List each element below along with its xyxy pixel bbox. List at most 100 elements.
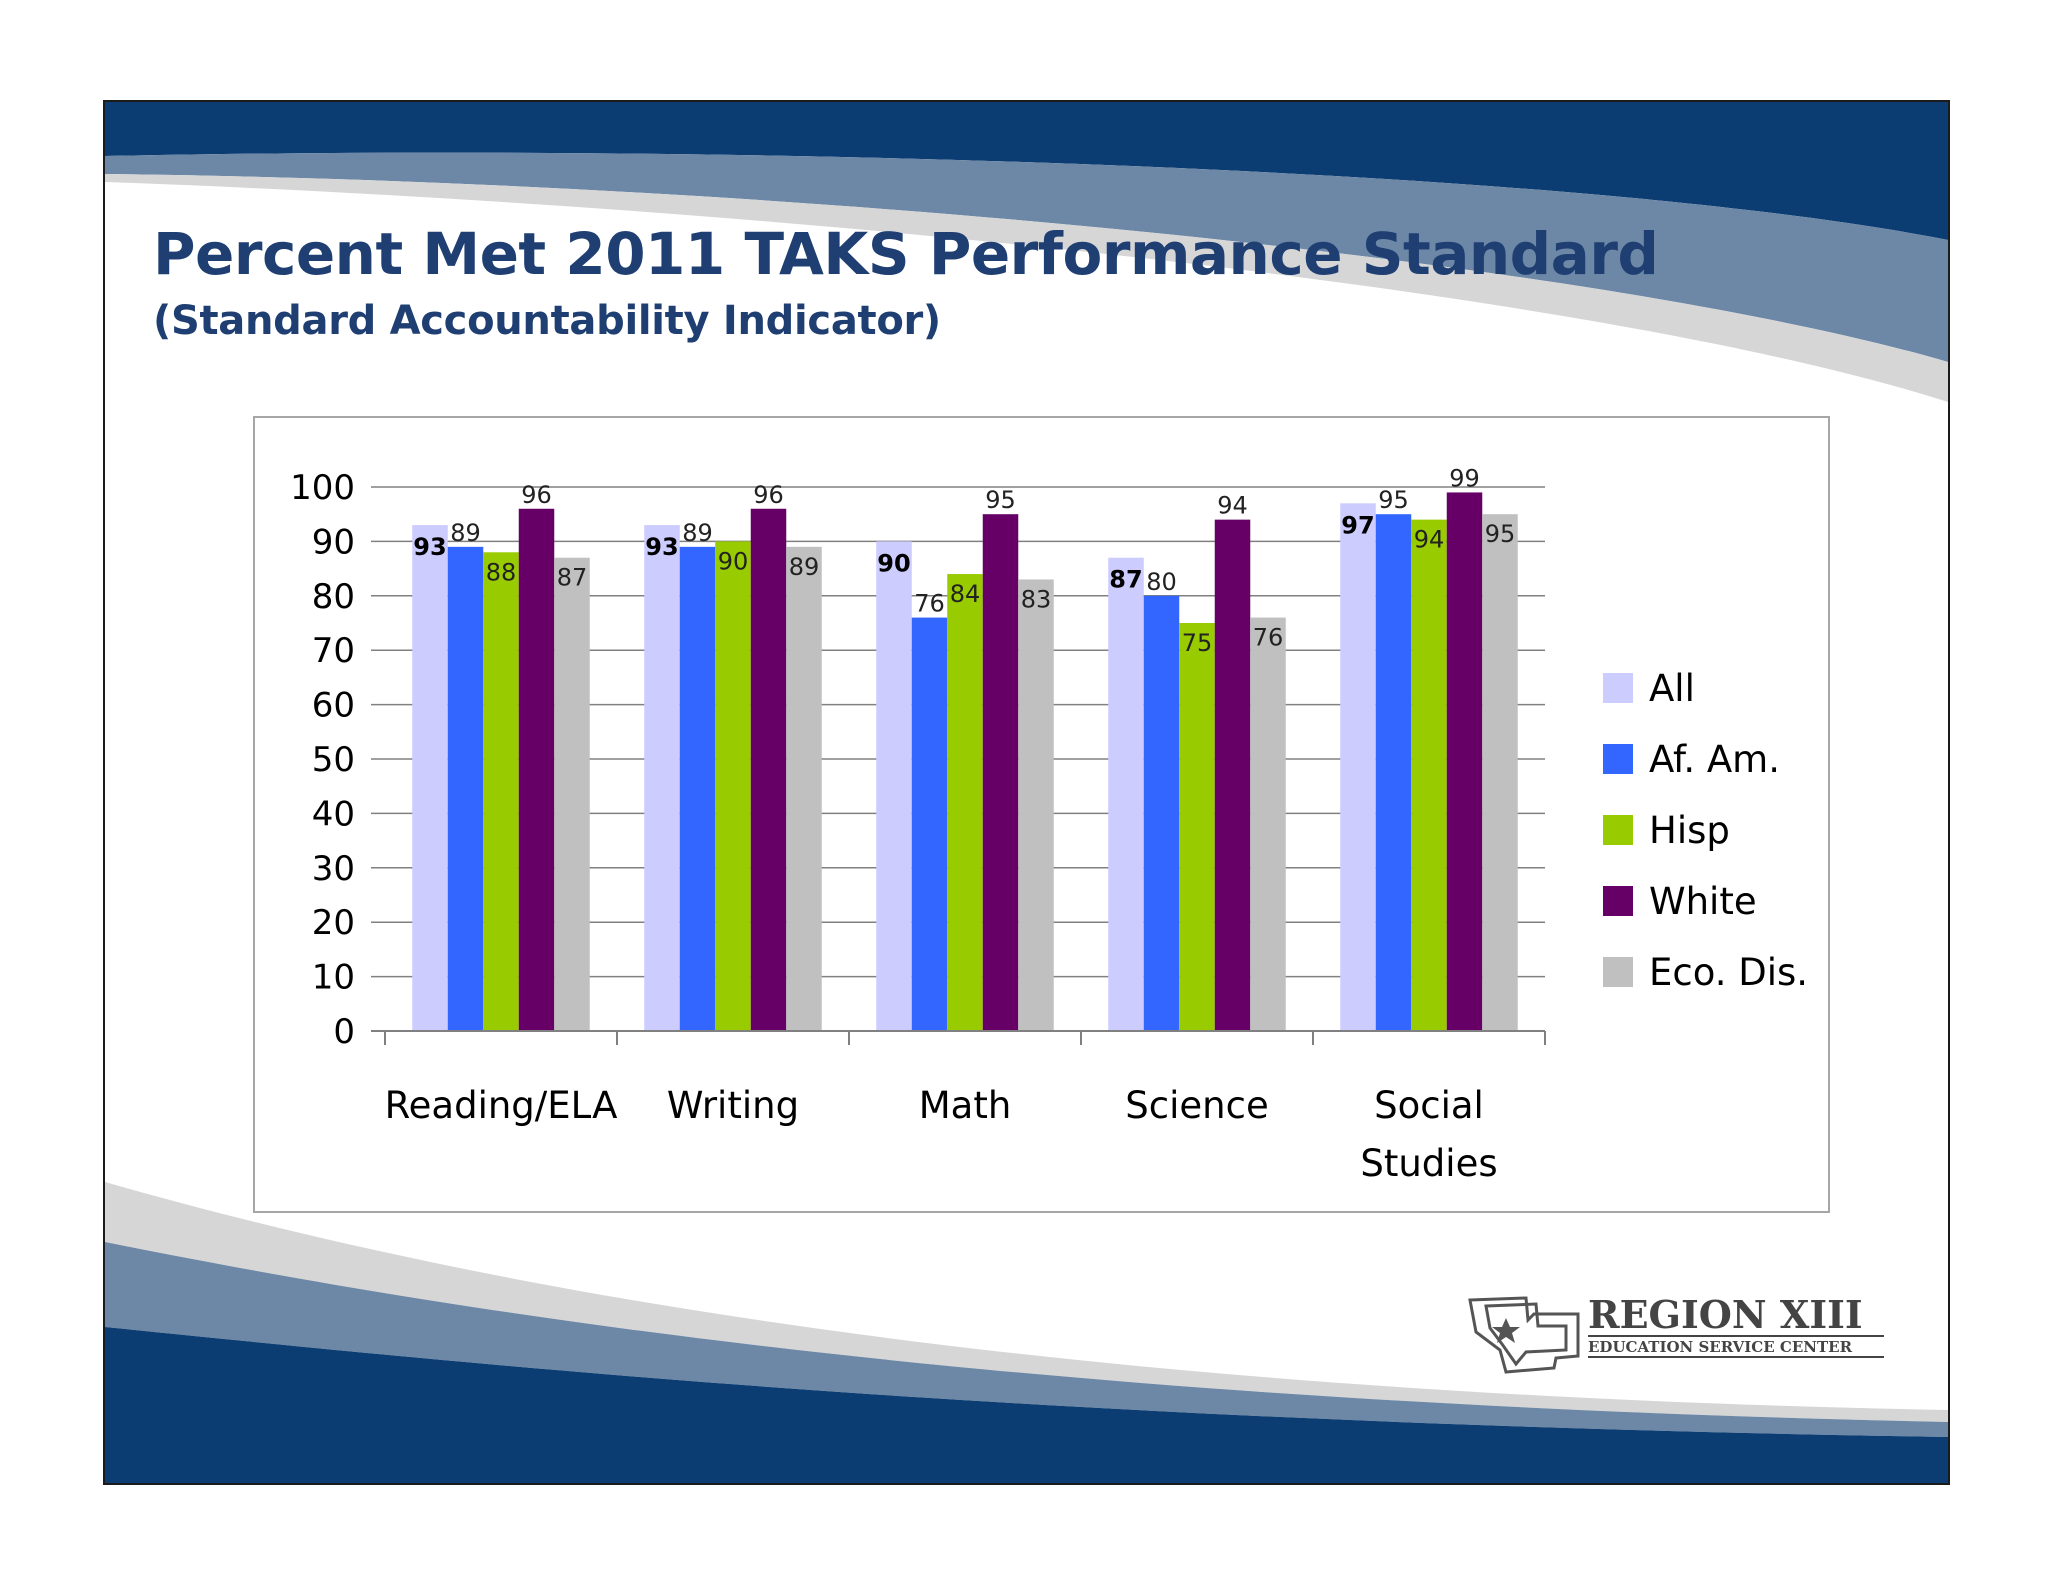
logo-tagline: EDUCATION SERVICE CENTER xyxy=(1588,1338,1853,1356)
bar xyxy=(1143,595,1180,1031)
data-label: 96 xyxy=(753,481,784,509)
slide-subtitle: (Standard Accountability Indicator) xyxy=(153,298,941,344)
x-axis xyxy=(371,1030,1546,1045)
data-label: 99 xyxy=(1449,464,1480,492)
bar xyxy=(447,546,484,1031)
y-tick-label: 90 xyxy=(312,522,355,562)
legend-swatch xyxy=(1603,673,1633,703)
bar xyxy=(982,514,1019,1031)
bar xyxy=(1179,623,1215,1031)
legend-item: Hisp xyxy=(1603,809,1730,852)
data-label: 76 xyxy=(914,590,945,618)
data-label: 95 xyxy=(1485,520,1516,548)
data-label: 87 xyxy=(557,564,588,592)
legend-label: All xyxy=(1649,667,1695,710)
legend-swatch xyxy=(1603,957,1633,987)
bar xyxy=(1340,503,1376,1031)
region-xiii-logo: REGION XIII EDUCATION SERVICE CENTER xyxy=(1468,1292,1884,1374)
data-label: 89 xyxy=(450,519,481,547)
x-tick-label-line: Reading/ELA xyxy=(385,1084,618,1127)
legend: All Af. Am. Hisp White Eco. Dis. xyxy=(1603,667,1808,994)
y-tick-label: 40 xyxy=(312,794,355,834)
logo-name: REGION XIII xyxy=(1588,1292,1863,1337)
legend-swatch xyxy=(1603,886,1633,916)
bar xyxy=(679,546,716,1031)
data-label: 95 xyxy=(985,486,1016,514)
x-tick-label-line: Writing xyxy=(667,1084,799,1127)
bottom-swoosh-blue xyxy=(105,1242,1948,1437)
legend-swatch xyxy=(1603,744,1633,774)
x-tick-label-line: Social xyxy=(1374,1084,1484,1127)
bottom-swoosh-grey xyxy=(105,1182,1948,1422)
legend-item: All xyxy=(1603,667,1695,710)
bar xyxy=(1018,579,1054,1031)
data-label: 76 xyxy=(1253,624,1284,652)
y-tick-label: 50 xyxy=(312,740,355,780)
legend-item: White xyxy=(1603,880,1757,923)
data-label: 84 xyxy=(950,580,981,608)
data-label: 93 xyxy=(413,533,446,561)
bar xyxy=(1250,617,1286,1031)
x-tick-label-line: Studies xyxy=(1360,1142,1497,1185)
data-label: 87 xyxy=(1109,566,1142,594)
data-label: 94 xyxy=(1217,492,1248,520)
top-swoosh-grey xyxy=(105,174,1948,402)
legend-swatch xyxy=(1603,815,1633,845)
bar xyxy=(412,525,448,1031)
bar xyxy=(750,508,787,1031)
bar xyxy=(1482,514,1518,1031)
y-tick-label: 70 xyxy=(312,631,355,671)
bar xyxy=(1375,514,1412,1031)
slide-title: Percent Met 2011 TAKS Performance Standa… xyxy=(153,220,1659,288)
chart-frame: 0 10 20 30 40 50 60 70 80 90 100 Reading/ELA Writin… xyxy=(253,416,1830,1213)
legend-label: Af. Am. xyxy=(1649,738,1780,781)
legend-item: Af. Am. xyxy=(1603,738,1780,781)
data-label: 90 xyxy=(718,547,749,575)
bar xyxy=(644,525,680,1031)
bar xyxy=(1411,519,1447,1031)
data-label: 80 xyxy=(1146,568,1177,596)
data-label: 89 xyxy=(682,519,713,547)
bottom-band xyxy=(105,1327,1948,1483)
bar xyxy=(554,557,590,1031)
legend-label: Hisp xyxy=(1649,809,1730,852)
legend-label: Eco. Dis. xyxy=(1649,951,1808,994)
bar xyxy=(518,508,555,1031)
y-axis-tick-labels: 0 10 20 30 40 50 60 70 80 90 100 xyxy=(290,468,355,1052)
data-label: 94 xyxy=(1414,526,1445,554)
top-band xyxy=(105,102,1948,240)
legend-label: White xyxy=(1649,880,1757,923)
data-label: 90 xyxy=(877,549,910,577)
data-label: 93 xyxy=(645,533,678,561)
y-tick-label: 10 xyxy=(312,958,355,998)
bar xyxy=(947,574,983,1031)
bar xyxy=(1446,492,1483,1031)
y-tick-label: 60 xyxy=(312,686,355,726)
x-tick-label-line: Math xyxy=(919,1084,1012,1127)
x-tick-label: Math xyxy=(919,1084,1012,1127)
x-tick-label: Social Studies xyxy=(1360,1084,1497,1185)
data-label: 83 xyxy=(1021,585,1052,613)
x-tick-label: Science xyxy=(1125,1084,1268,1127)
x-tick-label-line: Science xyxy=(1125,1084,1268,1127)
bar-chart: 0 10 20 30 40 50 60 70 80 90 100 Reading/ELA Writin… xyxy=(290,464,1808,1185)
y-tick-label: 100 xyxy=(290,468,355,508)
y-tick-label: 80 xyxy=(312,577,355,617)
y-tick-label: 0 xyxy=(333,1012,355,1052)
bar xyxy=(483,552,519,1031)
data-label: 96 xyxy=(521,481,552,509)
y-tick-label: 30 xyxy=(312,849,355,889)
legend-item: Eco. Dis. xyxy=(1603,951,1808,994)
bar xyxy=(876,541,912,1031)
y-tick-label: 20 xyxy=(312,903,355,943)
data-label: 88 xyxy=(486,558,517,586)
bar xyxy=(1108,557,1144,1031)
x-tick-label: Writing xyxy=(667,1084,799,1127)
data-label: 89 xyxy=(789,553,820,581)
x-tick-label: Reading/ELA xyxy=(385,1084,618,1127)
x-axis-tick-labels: Reading/ELA Writing Math Science Social Studi… xyxy=(385,1084,1498,1185)
data-label: 97 xyxy=(1341,511,1374,539)
bar xyxy=(1214,519,1251,1031)
bars xyxy=(412,492,1518,1031)
